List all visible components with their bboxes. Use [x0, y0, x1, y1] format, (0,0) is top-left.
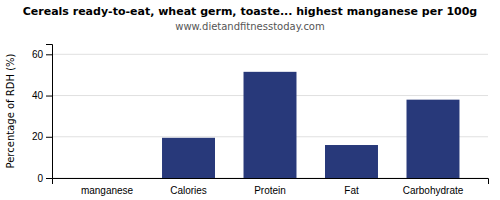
- title: Cereals ready-to-eat, wheat germ, toaste…: [23, 5, 477, 18]
- x-tick: Carbohydrate: [403, 185, 464, 196]
- y-tick-label: 0: [37, 173, 43, 184]
- y-tick-mark: [46, 137, 52, 138]
- y-tick-label: 60: [32, 49, 44, 60]
- y-axis: 0 20 40 60: [32, 45, 53, 184]
- grid-line: [52, 54, 488, 55]
- bar: [81, 178, 134, 179]
- x-tick-label: manganese: [81, 185, 134, 196]
- x-tick: manganese: [81, 185, 134, 196]
- y-axis-line: [46, 45, 53, 179]
- x-tick-label: Carbohydrate: [403, 185, 464, 196]
- x-tick: Calories: [170, 185, 207, 196]
- x-tick: Protein: [254, 185, 286, 196]
- y-tick-label: 40: [32, 90, 44, 101]
- y-tick: 40: [32, 90, 52, 101]
- y-tick-mark: [46, 96, 52, 97]
- x-axis-line: [53, 179, 489, 185]
- y-tick: 0: [37, 173, 52, 184]
- y-axis-title: Percentage of RDH (%): [5, 53, 16, 168]
- x-tick-label: Fat: [344, 185, 359, 196]
- plot: manganese Calories Protein Fat Carbohydrate 0…: [32, 45, 489, 197]
- x-tick-label: Protein: [254, 185, 286, 196]
- subtitle: www.dietandfitnesstoday.com: [175, 21, 324, 32]
- bar: [162, 138, 215, 178]
- y-tick: 20: [32, 131, 52, 142]
- x-axis: manganese Calories Protein Fat Carbohydrate: [53, 179, 489, 197]
- bar: [325, 145, 378, 178]
- y-tick-mark: [46, 54, 52, 55]
- grid: [52, 54, 488, 178]
- bar: [244, 72, 297, 178]
- bar: [407, 100, 460, 178]
- y-tick: 60: [32, 49, 52, 60]
- bars: [162, 72, 459, 178]
- x-tick: Fat: [344, 185, 359, 196]
- x-tick-label: Calories: [170, 185, 207, 196]
- y-tick-mark: [46, 178, 52, 179]
- chart: Cereals ready-to-eat, wheat germ, toaste…: [0, 0, 500, 200]
- y-tick-label: 20: [32, 131, 44, 142]
